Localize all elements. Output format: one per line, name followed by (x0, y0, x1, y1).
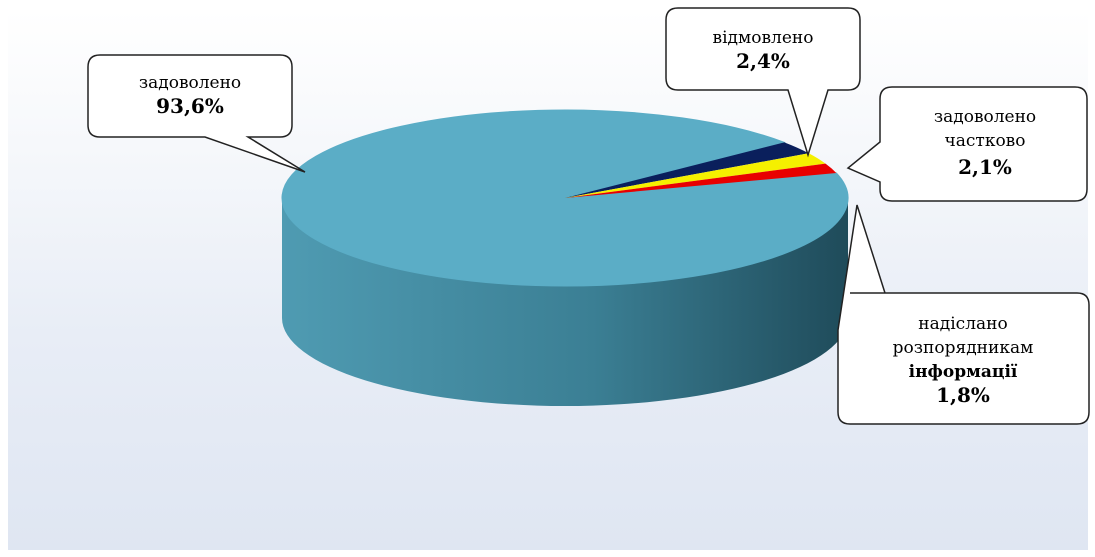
callout-forwarded-label-3: інформації (909, 362, 1018, 382)
pie-slice-1 (565, 142, 809, 198)
callout-refused: відмовлено 2,4% (665, 7, 861, 158)
callout-refused-value: 2,4% (736, 49, 790, 73)
callout-partial-label-2: частково (945, 131, 1026, 151)
callout-satisfied-box (87, 54, 306, 173)
callout-partial-value: 2,1% (958, 155, 1012, 179)
callout-forwarded: надіслано розпорядникам інформації 1,8% (837, 204, 1090, 425)
pie-slice-3 (565, 163, 837, 198)
callout-satisfied: задоволено 93,6% (87, 54, 306, 173)
pie-side-0-0 (282, 198, 848, 406)
callout-partial-box (846, 86, 1088, 202)
pie-slice-0 (281, 109, 849, 287)
callout-partial: задоволено частково 2,1% (846, 86, 1088, 202)
callout-refused-box (665, 7, 861, 158)
callout-partial-label-1: задоволено (934, 107, 1036, 127)
callout-satisfied-value: 93,6% (156, 94, 224, 118)
callout-satisfied-label: задоволено (139, 73, 241, 93)
callout-forwarded-box (837, 204, 1090, 425)
callout-forwarded-label-1: надіслано (918, 314, 1007, 334)
pie-tops (281, 109, 849, 287)
callout-refused-label: відмовлено (713, 28, 814, 48)
pie-slice-2 (565, 153, 826, 198)
callout-forwarded-value: 1,8% (936, 383, 990, 407)
pie-sides (282, 198, 848, 406)
callout-forwarded-label-2: розпорядникам (893, 338, 1034, 358)
